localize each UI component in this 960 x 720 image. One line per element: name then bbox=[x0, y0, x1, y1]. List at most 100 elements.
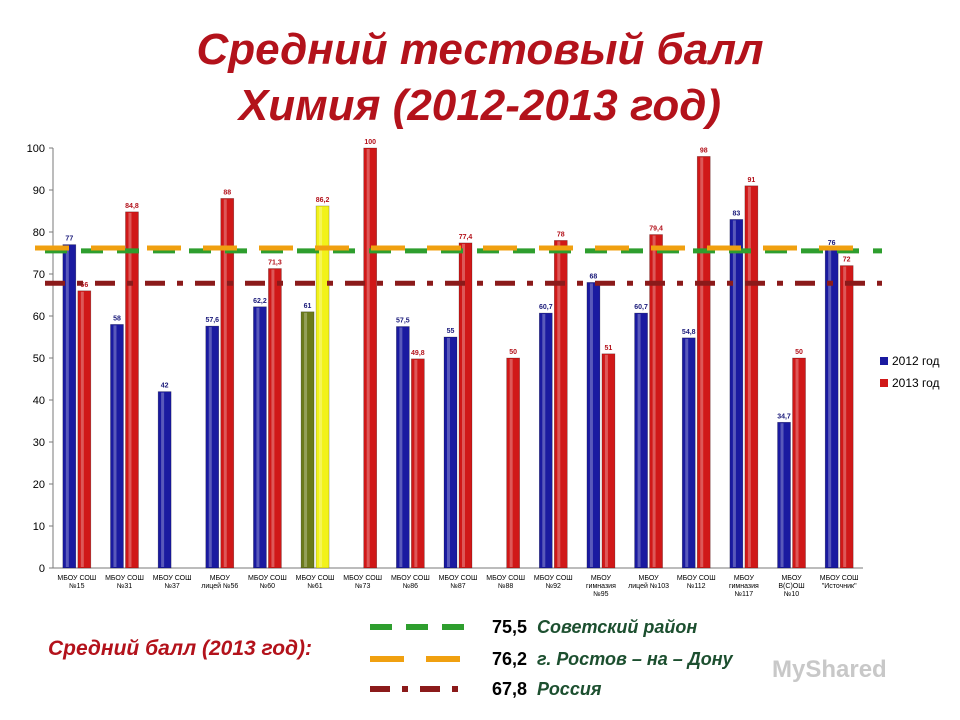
bar-2013 bbox=[125, 211, 139, 569]
bar-2013 bbox=[744, 185, 759, 569]
category-label: №31 bbox=[117, 583, 132, 590]
category-label: МБОУ bbox=[781, 575, 802, 582]
reference-value-district: 75,5 bbox=[492, 616, 528, 637]
y-tick-label: 60 bbox=[33, 311, 45, 323]
y-tick-label: 90 bbox=[33, 185, 45, 197]
chart-title-line2: Химия (2012-2013 год) bbox=[238, 81, 722, 130]
bar-highlight bbox=[161, 392, 165, 567]
y-tick-label: 20 bbox=[33, 479, 45, 491]
bar-2013 bbox=[220, 198, 235, 569]
bar-2013 bbox=[458, 242, 473, 569]
y-tick-label: 10 bbox=[33, 521, 45, 533]
category-label: №95 bbox=[593, 591, 608, 598]
category-label: МБОУ СОШ bbox=[534, 575, 573, 582]
bar-highlight bbox=[604, 354, 608, 567]
chart-title-line1: Средний тестовый балл bbox=[196, 25, 764, 74]
bar-2013 bbox=[696, 156, 711, 569]
category-label: МБОУ СОШ bbox=[391, 575, 430, 582]
category-label: №61 bbox=[307, 583, 322, 590]
category-label: №87 bbox=[450, 583, 465, 590]
legend-label-2013: 2013 год bbox=[892, 376, 940, 390]
data-label-2013: 98 bbox=[700, 147, 708, 154]
data-label-2012: 34,7 bbox=[777, 413, 791, 420]
bar-2012 bbox=[586, 282, 601, 569]
reference-line-sample-orange bbox=[370, 656, 470, 662]
category-label: №112 bbox=[687, 583, 706, 590]
category-label: лицей №56 bbox=[201, 582, 238, 590]
bar-highlight bbox=[113, 325, 117, 567]
data-label-2013: 72 bbox=[843, 257, 851, 264]
data-label-2012: 62,2 bbox=[253, 298, 267, 305]
category-label: №37 bbox=[164, 583, 179, 590]
average-score-label: Средний балл (2013 год): bbox=[48, 637, 313, 660]
chart-legend: 2012 год 2013 год bbox=[880, 350, 940, 394]
bar-2012 bbox=[253, 306, 267, 569]
bar-highlight bbox=[795, 359, 799, 567]
bar-2012 bbox=[538, 312, 553, 569]
category-label: МБОУ СОШ bbox=[248, 575, 287, 582]
y-tick-label: 100 bbox=[27, 143, 45, 155]
reference-name-russia: Россия bbox=[537, 678, 602, 699]
bar-2012 bbox=[634, 312, 648, 569]
bar-highlight bbox=[828, 249, 832, 568]
data-label-2012: 42 bbox=[161, 383, 169, 390]
bar-highlight bbox=[304, 312, 308, 567]
category-label: В(С)ОШ bbox=[778, 583, 804, 590]
category-label: МБОУ bbox=[210, 575, 231, 582]
bar-highlight bbox=[223, 199, 227, 567]
bar-highlight bbox=[589, 283, 593, 567]
data-label-2013: 71,3 bbox=[268, 260, 282, 267]
bar-2012 bbox=[443, 336, 458, 569]
reference-name-district: Советский район bbox=[537, 616, 698, 637]
reference-value-russia: 67,8 bbox=[492, 678, 528, 699]
category-label: №10 bbox=[784, 591, 799, 598]
data-label-2012: 57,6 bbox=[205, 317, 219, 324]
bar-highlight bbox=[414, 359, 418, 567]
category-label: №15 bbox=[69, 583, 84, 590]
data-label-2012: 58 bbox=[113, 315, 121, 322]
bar-2013 bbox=[649, 234, 663, 569]
category-label: "Источник" bbox=[822, 583, 857, 590]
category-label: МБОУ bbox=[734, 575, 755, 582]
data-label-2013: 86,2 bbox=[316, 197, 330, 204]
category-label: №73 bbox=[355, 583, 370, 590]
data-label-2013: 50 bbox=[795, 349, 803, 356]
bar-2013 bbox=[315, 205, 330, 569]
reference-row-russia: 67,8 Россия bbox=[370, 676, 601, 702]
data-label-2013: 79,4 bbox=[649, 226, 663, 233]
data-label-2013: 84,8 bbox=[125, 203, 139, 210]
data-label-2012: 61 bbox=[304, 303, 312, 310]
bar-2013 bbox=[506, 357, 520, 569]
legend-item-2012: 2012 год bbox=[880, 350, 940, 372]
category-label: МБОУ СОШ bbox=[296, 575, 335, 582]
bar-highlight bbox=[399, 327, 403, 567]
bar-highlight bbox=[65, 245, 69, 567]
bar-highlight bbox=[652, 235, 656, 567]
watermark: MyShared bbox=[772, 656, 887, 683]
data-label-2012: 54,8 bbox=[682, 329, 696, 336]
legend-swatch-2012 bbox=[880, 357, 888, 365]
y-tick-label: 0 bbox=[39, 563, 45, 575]
category-label: МБОУ СОШ bbox=[105, 575, 144, 582]
bar-highlight bbox=[256, 307, 260, 567]
bar-2013 bbox=[77, 290, 92, 569]
data-label-2012: 55 bbox=[447, 328, 455, 335]
category-label: МБОУ СОШ bbox=[439, 575, 478, 582]
data-label-2012: 68 bbox=[590, 273, 598, 280]
legend-item-2013: 2013 год bbox=[880, 372, 940, 394]
category-label: №88 bbox=[498, 583, 513, 590]
bar-2013 bbox=[553, 240, 568, 569]
bar-highlight bbox=[447, 338, 450, 567]
reference-value-city: 76,2 bbox=[492, 648, 528, 669]
bar-highlight bbox=[747, 186, 751, 568]
bar-highlight bbox=[685, 338, 689, 567]
bar-highlight bbox=[271, 269, 275, 567]
bar-2013 bbox=[601, 353, 616, 569]
data-label-2013: 100 bbox=[364, 139, 376, 146]
bar-highlight bbox=[128, 212, 132, 567]
reference-line-sample-darkred bbox=[370, 686, 470, 692]
bar-2012 bbox=[681, 337, 696, 569]
bar-2013 bbox=[268, 268, 282, 569]
bar-highlight bbox=[319, 206, 323, 567]
bar-2012 bbox=[110, 324, 124, 569]
